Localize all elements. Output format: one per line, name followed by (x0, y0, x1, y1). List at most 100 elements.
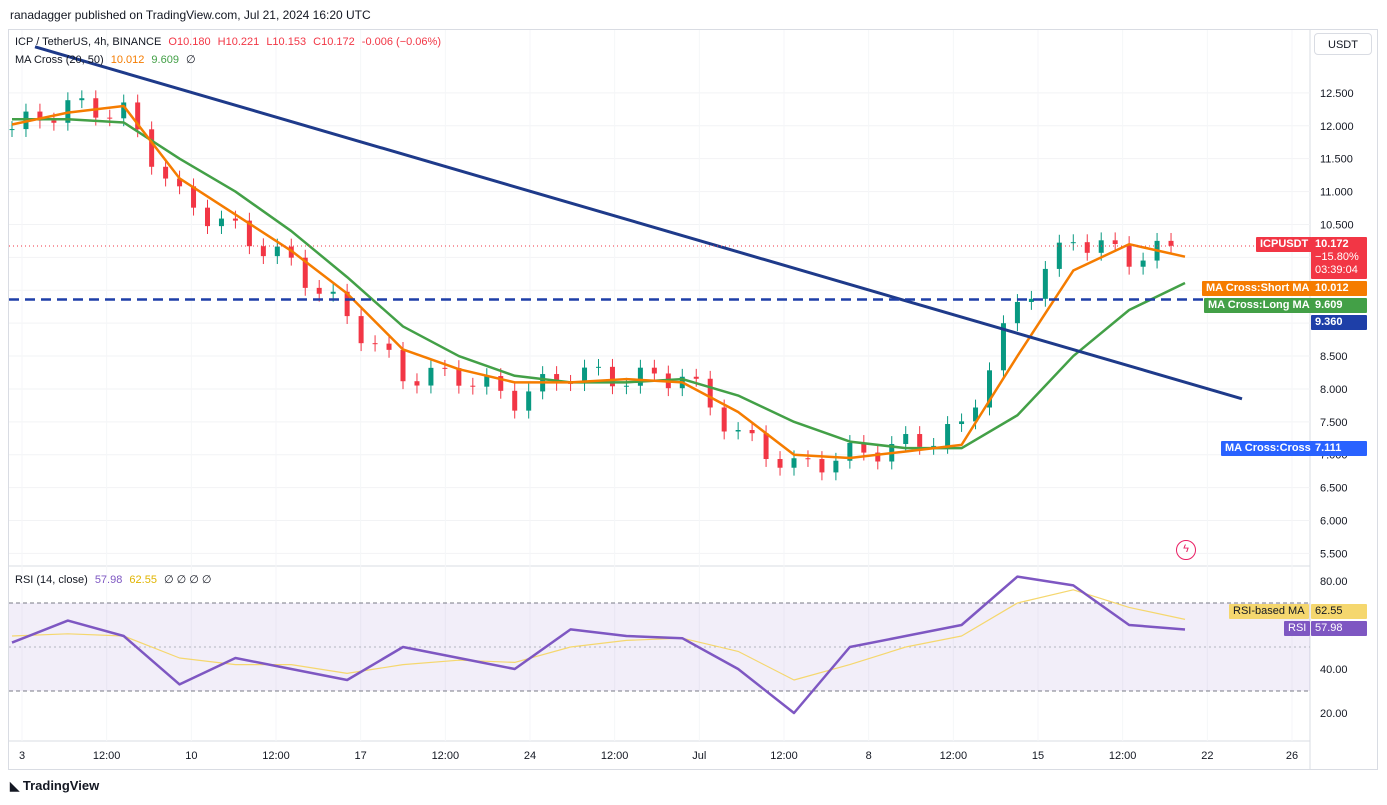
rsi-line (11, 575, 1186, 715)
price-tick-label: 6.500 (1320, 483, 1348, 495)
candle-body (1112, 240, 1118, 245)
candle-body (177, 178, 183, 187)
brand-label: TradingView (22, 778, 100, 793)
candle-body (1098, 240, 1104, 253)
candle-body (1000, 323, 1006, 371)
price-tick-label: 11.500 (1320, 154, 1353, 166)
candle-body (218, 218, 224, 227)
candle-body (9, 129, 15, 131)
rsi-label[interactable]: RSI (14, close) (15, 574, 88, 586)
candle-body (316, 287, 322, 294)
tradingview-icon: ◣ (10, 779, 20, 793)
price-tick-label: 11.000 (1320, 187, 1353, 199)
candle-body (121, 102, 127, 119)
candle-body (777, 459, 783, 468)
candle-body (749, 430, 755, 434)
candle-body (861, 442, 867, 453)
ohlc-change: -0.006 (−0.06%) (361, 36, 441, 48)
time-tick-label: 15 (1032, 750, 1044, 762)
price-tick-label: 8.000 (1320, 384, 1348, 396)
lightning-icon[interactable]: ϟ (1176, 540, 1196, 560)
symbol-tag: ICPUSDT (1256, 237, 1313, 252)
price-tick-label: 12.000 (1320, 121, 1354, 133)
candle-body (1056, 242, 1062, 269)
candle-body (344, 291, 350, 317)
candle-body (735, 430, 741, 432)
price-tick-label: 10.500 (1320, 219, 1354, 231)
publish-credit: ranadagger published on TradingView.com,… (10, 8, 371, 22)
candle-body (805, 458, 811, 460)
candle-body (693, 376, 699, 379)
time-tick-label: 12:00 (262, 750, 290, 762)
ma-extra: ∅ (186, 54, 196, 66)
short-ma-price: 10.012 (1311, 281, 1367, 296)
cross-tag: MA Cross:Cross (1221, 441, 1315, 456)
bar-countdown: 03:39:04 (1315, 264, 1358, 276)
rsi-tag: RSI (1284, 621, 1311, 636)
candle-body (819, 459, 825, 473)
rsi-ma-price: 62.55 (1311, 604, 1367, 619)
candle-body (386, 343, 392, 350)
candle-body (931, 445, 937, 447)
candle-body (470, 385, 476, 387)
rsi-legend: RSI (14, close) 57.98 62.55 ∅ ∅ ∅ ∅ (15, 573, 216, 586)
trendline (34, 45, 1243, 401)
tradingview-logo: ◣ TradingView (10, 778, 99, 793)
candle-body (554, 374, 560, 383)
time-tick-label: 22 (1201, 750, 1213, 762)
time-tick-label: 12:00 (770, 750, 798, 762)
candle-body (596, 366, 601, 368)
candle-body (302, 257, 308, 288)
candle-body (526, 391, 532, 411)
long-ma-line (12, 117, 1186, 450)
symbol-label[interactable]: ICP / TetherUS, 4h, BINANCE (15, 36, 162, 48)
time-tick-label: 12:00 (601, 750, 629, 762)
ma-long-value: 9.609 (151, 54, 179, 66)
rsi-legend-extra: ∅ ∅ ∅ ∅ (164, 574, 212, 586)
candle-body (973, 407, 979, 422)
rsi-ma-tag: RSI-based MA (1229, 604, 1309, 619)
candle-body (358, 316, 364, 344)
rsi-ma-line (11, 589, 1186, 681)
time-tick-label: 3 (19, 750, 25, 762)
candle-body (1070, 242, 1076, 244)
last-price: 10.172 (1315, 238, 1349, 250)
rsi-price: 57.98 (1311, 621, 1367, 636)
ohlc-open: O10.180 (168, 36, 211, 48)
candle-body (987, 370, 992, 408)
price-tick-label: 6.000 (1320, 516, 1348, 528)
price-tick-label: 5.500 (1320, 548, 1348, 560)
ohlc-high: H10.221 (217, 36, 260, 48)
time-tick-label: 24 (524, 750, 536, 762)
time-tick-label: 10 (185, 750, 197, 762)
long-ma-tag: MA Cross:Long MA (1204, 298, 1314, 313)
time-tick-label: 12:00 (432, 750, 460, 762)
candle-body (609, 366, 615, 387)
candle-body (637, 367, 643, 386)
candle-body (1084, 242, 1090, 253)
chart-frame (8, 29, 1378, 770)
candle-body (274, 246, 280, 257)
candle-body (163, 166, 169, 179)
candle-body (721, 407, 727, 432)
candle-body (37, 111, 43, 121)
candle-body (1028, 298, 1034, 302)
candle-body (400, 349, 406, 382)
time-tick-label: 12:00 (1109, 750, 1137, 762)
time-tick-label: 8 (866, 750, 872, 762)
candle-body (428, 367, 434, 386)
rsi-tick-label: 40.00 (1320, 664, 1348, 676)
ma-cross-label[interactable]: MA Cross (20, 50) (15, 54, 104, 66)
time-tick-label: Jul (692, 750, 706, 762)
candle-body (246, 220, 252, 247)
price-tick-label: 12.500 (1320, 88, 1354, 100)
candle-body (707, 378, 713, 408)
candle-body (1126, 244, 1132, 267)
candle-body (442, 367, 448, 369)
rsi-tick-label: 80.00 (1320, 576, 1348, 588)
time-tick-label: 17 (355, 750, 367, 762)
candle-body (135, 102, 141, 130)
candle-body (484, 376, 490, 387)
currency-button[interactable]: USDT (1314, 33, 1372, 55)
